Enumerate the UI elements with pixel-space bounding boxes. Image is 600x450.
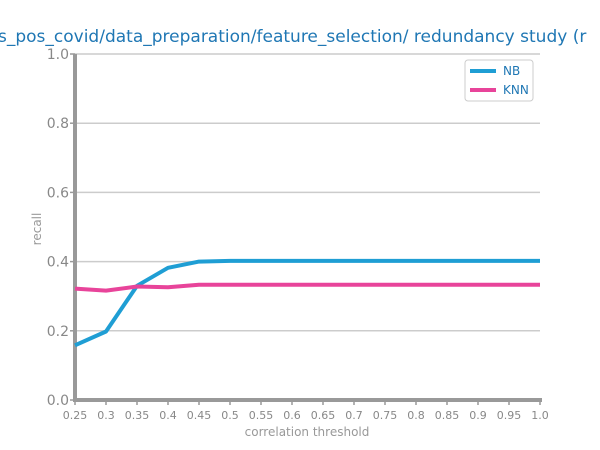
x-tick-label: 0.35 bbox=[125, 409, 150, 422]
y-tick-label: 0.2 bbox=[47, 324, 69, 340]
x-tick-label: 0.25 bbox=[63, 409, 88, 422]
x-tick-label: 0.75 bbox=[373, 409, 398, 422]
y-tick-label: 0.0 bbox=[47, 393, 69, 409]
x-tick-label: 1.0 bbox=[531, 409, 549, 422]
y-tick-label: 0.4 bbox=[47, 255, 69, 271]
x-tick-label: 0.85 bbox=[435, 409, 460, 422]
y-tick-label: 1.0 bbox=[47, 47, 69, 63]
x-tick-label: 0.4 bbox=[159, 409, 177, 422]
y-axis-ticks: 0.0 0.2 0.4 0.6 0.8 1.0 bbox=[47, 47, 75, 409]
chart-axes bbox=[73, 54, 542, 402]
x-tick-label: 0.95 bbox=[497, 409, 522, 422]
x-tick-label: 0.8 bbox=[407, 409, 425, 422]
y-tick-label: 0.6 bbox=[47, 185, 69, 201]
x-axis-label: correlation threshold bbox=[245, 425, 370, 439]
x-tick-label: 0.5 bbox=[221, 409, 239, 422]
series-line-nb bbox=[74, 258, 540, 348]
legend-label-nb: NB bbox=[503, 64, 520, 78]
x-tick-label: 0.55 bbox=[249, 409, 274, 422]
x-tick-label: 0.6 bbox=[283, 409, 301, 422]
legend: NB KNN bbox=[464, 59, 534, 102]
y-axis-label: recall bbox=[30, 213, 44, 246]
x-tick-label: 0.3 bbox=[97, 409, 115, 422]
y-tick-label: 0.8 bbox=[47, 116, 69, 132]
x-axis-ticks: 0.25 0.3 0.35 0.4 0.45 0.5 0.55 0.6 0.65 0.7 0.75 0… bbox=[63, 400, 549, 422]
series-line-knn bbox=[74, 282, 540, 293]
x-tick-label: 0.9 bbox=[469, 409, 487, 422]
x-tick-label: 0.7 bbox=[345, 409, 363, 422]
x-tick-label: 0.45 bbox=[187, 409, 212, 422]
legend-label-knn: KNN bbox=[503, 83, 529, 97]
data-series bbox=[74, 258, 540, 348]
chart-title: s_pos_covid/data_preparation/feature_sel… bbox=[0, 27, 586, 47]
x-tick-label: 0.65 bbox=[311, 409, 336, 422]
